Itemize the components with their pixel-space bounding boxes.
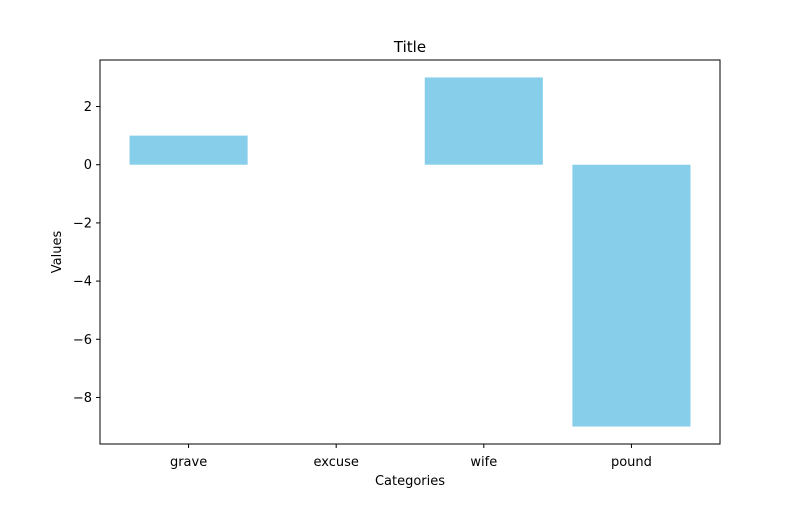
bar-wife bbox=[424, 77, 543, 165]
y-tick-label: −8 bbox=[73, 391, 92, 406]
bar-pound bbox=[572, 164, 691, 427]
y-tick-label: −2 bbox=[73, 216, 92, 231]
x-tick-label: wife bbox=[470, 455, 497, 470]
y-tick-label: 2 bbox=[84, 100, 92, 115]
ticks-layer: grave excuse wife pound 2 0 −2 −4 −6 −8 bbox=[73, 100, 652, 470]
x-tick-label: grave bbox=[170, 455, 207, 470]
bars-layer bbox=[129, 77, 691, 427]
x-tick-label: excuse bbox=[313, 455, 358, 470]
x-tick-label: pound bbox=[611, 455, 652, 470]
plot-frame bbox=[99, 59, 721, 445]
bar-grave bbox=[129, 135, 248, 165]
chart-title: Title bbox=[393, 38, 426, 56]
y-tick-label: −6 bbox=[73, 333, 92, 348]
y-axis-label: Values bbox=[50, 231, 65, 274]
y-tick-label: 0 bbox=[84, 158, 92, 173]
y-tick-label: −4 bbox=[73, 275, 92, 290]
x-axis-label: Categories bbox=[375, 474, 445, 489]
